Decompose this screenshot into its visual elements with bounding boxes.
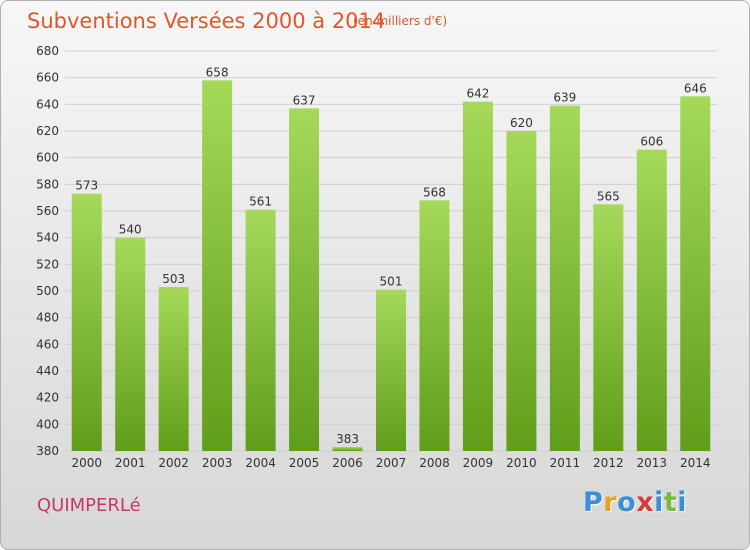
y-tick-label: 620 [36,124,59,138]
value-label-2010: 620 [510,116,533,130]
x-tick-label-2009: 2009 [463,456,494,470]
bar-2002 [158,287,189,451]
x-tick-label-2008: 2008 [419,456,450,470]
chart-title: Subventions Versées 2000 à 2014 [27,9,386,33]
y-tick-label: 680 [36,44,59,58]
x-tick-label-2005: 2005 [289,456,320,470]
proxiti-logo: Proxiti [583,487,687,518]
value-label-2000: 573 [75,179,98,193]
value-label-2007: 501 [380,275,403,289]
y-tick-label: 440 [36,364,59,378]
x-tick-label-2003: 2003 [202,456,233,470]
logo-letter: x [636,487,655,518]
y-axis: 380 400 420 440 460 480 500 520 540 560 580 600 620 6… [36,44,59,458]
bar-2005 [289,108,320,451]
logo-letter: P [583,487,604,518]
bar-2011 [549,105,580,452]
value-label-2012: 565 [597,189,620,203]
bar-2006 [332,447,363,451]
x-tick-label-2004: 2004 [245,456,276,470]
value-label-2003: 658 [206,65,229,79]
value-label-2011: 639 [553,91,576,105]
y-tick-label: 480 [36,311,59,325]
bar-2000 [71,193,102,451]
bar-2010 [506,131,537,451]
logo-letter: i [677,487,688,518]
y-tick-label: 660 [36,71,59,85]
commune-name: QUIMPERLé [37,495,141,516]
bar-2014 [680,96,711,451]
x-tick-label-2013: 2013 [637,456,668,470]
x-axis: 2000 2001 2002 2003 2004 2005 2006 2007 2008 2009… [71,456,710,470]
bar-2013 [636,149,667,451]
logo-letter: o [617,487,637,518]
logo-letter: t [663,487,678,518]
y-tick-label: 400 [36,417,59,431]
bar-2012 [593,204,624,451]
value-label-2008: 568 [423,185,446,199]
x-tick-label-2007: 2007 [376,456,407,470]
bar-2004 [245,209,276,451]
value-label-2002: 503 [162,272,185,286]
value-label-2001: 540 [119,223,142,237]
y-tick-label: 380 [36,444,59,458]
value-label-2004: 561 [249,195,272,209]
value-label-2006: 383 [336,432,359,446]
value-label-2014: 646 [684,81,707,95]
chart-subtitle: (en milliers d'€) [353,14,448,28]
bars [71,80,711,452]
y-tick-label: 600 [36,151,59,165]
logo-letter: r [603,487,618,518]
bar-2001 [115,237,146,451]
x-tick-label-2011: 2011 [550,456,581,470]
value-label-2009: 642 [466,87,489,101]
value-label-2005: 637 [293,93,316,107]
bar-2009 [462,101,493,452]
y-tick-label: 640 [36,97,59,111]
bar-2007 [376,289,406,451]
x-tick-label-2001: 2001 [115,456,146,470]
x-tick-label-2014: 2014 [680,456,711,470]
value-label-2013: 606 [640,135,663,149]
value-labels: 573 540 503 658 561 637 383 501 568 642 620 639 565 6… [75,65,706,446]
y-tick-label: 560 [36,204,59,218]
y-tick-label: 460 [36,337,59,351]
x-tick-label-2000: 2000 [71,456,102,470]
x-tick-label-2006: 2006 [332,456,363,470]
bar-2008 [419,200,450,451]
y-tick-label: 420 [36,391,59,405]
x-tick-label-2012: 2012 [593,456,624,470]
y-tick-label: 520 [36,257,59,271]
bar-2003 [202,80,233,451]
y-tick-label: 500 [36,284,59,298]
x-tick-label-2002: 2002 [158,456,189,470]
y-tick-label: 580 [36,177,59,191]
logo-letter: i [654,487,664,518]
y-tick-label: 540 [36,231,59,245]
x-tick-label-2010: 2010 [506,456,537,470]
